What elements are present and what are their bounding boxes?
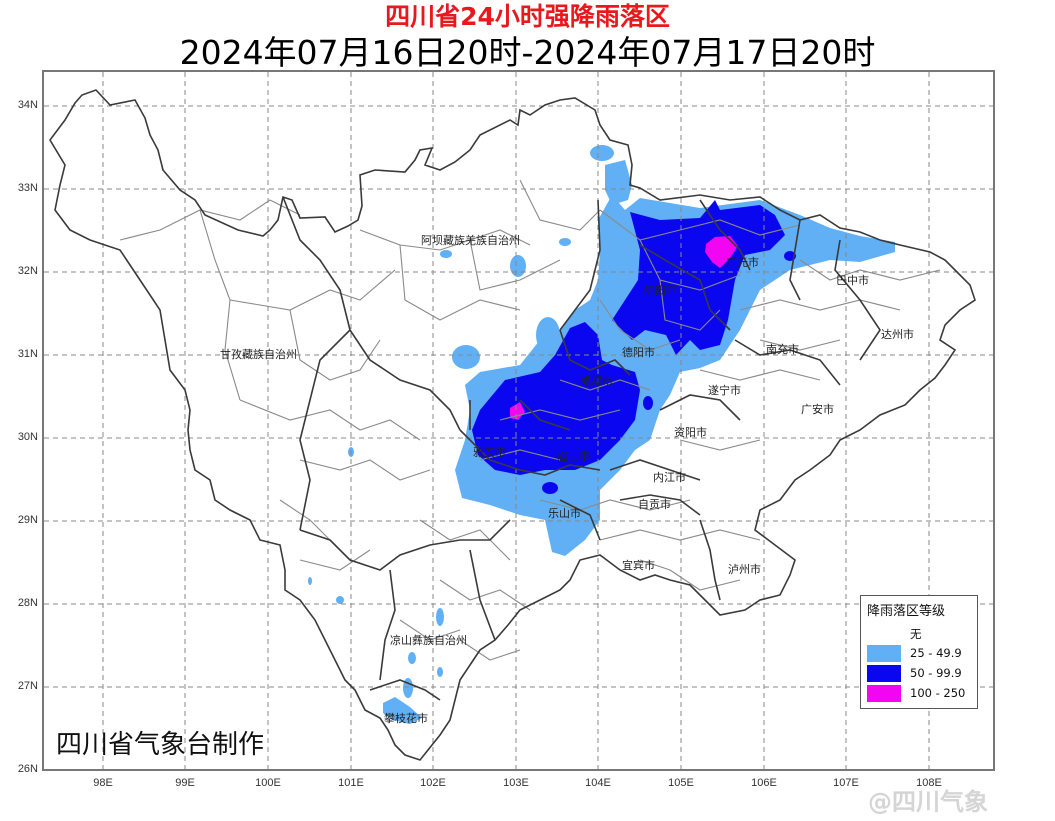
legend-item-100-250: 100 - 250 <box>867 685 977 703</box>
legend-label: 100 - 250 <box>910 686 966 700</box>
legend-swatch-blue <box>867 665 901 682</box>
place-label-mianyang: 绵阳市 <box>644 284 677 297</box>
lon-tick-106e: 106E <box>751 777 777 789</box>
place-label-meishan: 眉山市 <box>557 450 590 463</box>
time-range: 2024年07月16日20时-2024年07月17日20时 <box>179 33 876 72</box>
rain-area-100-250 <box>510 236 738 420</box>
lat-tick-27n: 27N <box>17 680 38 692</box>
lat-tick-28n: 28N <box>17 597 38 609</box>
lon-tick-105e: 105E <box>668 777 694 789</box>
place-label-guangyuan: 广元市 <box>726 256 759 269</box>
lon-tick-99e: 99E <box>175 777 195 789</box>
place-label-dazhou: 达州市 <box>881 328 914 341</box>
lon-tick-101e: 101E <box>338 777 364 789</box>
place-label-suining: 遂宁市 <box>708 384 741 397</box>
place-label-leshan: 乐山市 <box>548 507 581 520</box>
prefecture-borders <box>49 89 976 761</box>
lat-tick-34n: 34N <box>17 99 38 111</box>
legend-label: 无 <box>910 627 922 641</box>
lon-tick-100e: 100E <box>255 777 281 789</box>
lat-tick-26n: 26N <box>17 763 38 775</box>
legend-item-50-99: 50 - 99.9 <box>867 665 977 683</box>
place-label-neijiang: 内江市 <box>653 471 686 484</box>
lon-tick-103e: 103E <box>503 777 529 789</box>
legend-item-25-49: 25 - 49.9 <box>867 645 977 663</box>
lon-tick-104e: 104E <box>585 777 611 789</box>
place-label-yaan: 雅安市 <box>473 446 506 459</box>
lon-tick-108e: 108E <box>916 777 942 789</box>
place-label-ganzi: 甘孜藏族自治州 <box>220 348 297 361</box>
lon-tick-102e: 102E <box>420 777 446 789</box>
map-title: 四川省24小时强降雨落区 <box>385 2 670 31</box>
lat-tick-32n: 32N <box>17 265 38 277</box>
legend: 降雨落区等级 无 25 - 49.9 50 - 99.9 100 - 250 <box>860 595 978 709</box>
place-label-zigong: 自贡市 <box>638 498 671 511</box>
legend-swatch-light-blue <box>867 645 901 662</box>
lat-tick-29n: 29N <box>17 514 38 526</box>
place-label-yibin: 宜宾市 <box>622 559 655 572</box>
legend-label: 25 - 49.9 <box>910 646 962 660</box>
place-label-aba: 阿坝藏族羌族自治州 <box>421 234 520 247</box>
place-label-panzhihua: 攀枝花市 <box>384 712 428 725</box>
lat-tick-30n: 30N <box>17 431 38 443</box>
legend-swatch-none <box>867 625 901 642</box>
place-label-chengdu: 成都市 <box>580 375 613 388</box>
place-label-luzhou: 泸州市 <box>728 563 761 576</box>
legend-item-none: 无 <box>867 625 977 643</box>
place-label-liangshan: 凉山彝族自治州 <box>390 634 467 647</box>
lat-tick-33n: 33N <box>17 182 38 194</box>
place-label-nanchong: 南充市 <box>766 343 799 356</box>
county-borders <box>119 179 941 661</box>
place-label-bazhong: 巴中市 <box>836 274 869 287</box>
place-label-ziyang: 资阳市 <box>674 426 707 439</box>
legend-swatch-magenta <box>867 685 901 702</box>
weibo-watermark: @四川气象 <box>868 788 988 816</box>
lon-tick-107e: 107E <box>833 777 859 789</box>
legend-label: 50 - 99.9 <box>910 666 962 680</box>
legend-title: 降雨落区等级 <box>867 604 946 619</box>
lat-tick-31n: 31N <box>17 348 38 360</box>
lon-tick-98e: 98E <box>93 777 113 789</box>
place-label-deyang: 德阳市 <box>622 346 655 359</box>
place-label-guangan: 广安市 <box>801 403 834 416</box>
producer-credit: 四川省气象台制作 <box>56 730 265 760</box>
